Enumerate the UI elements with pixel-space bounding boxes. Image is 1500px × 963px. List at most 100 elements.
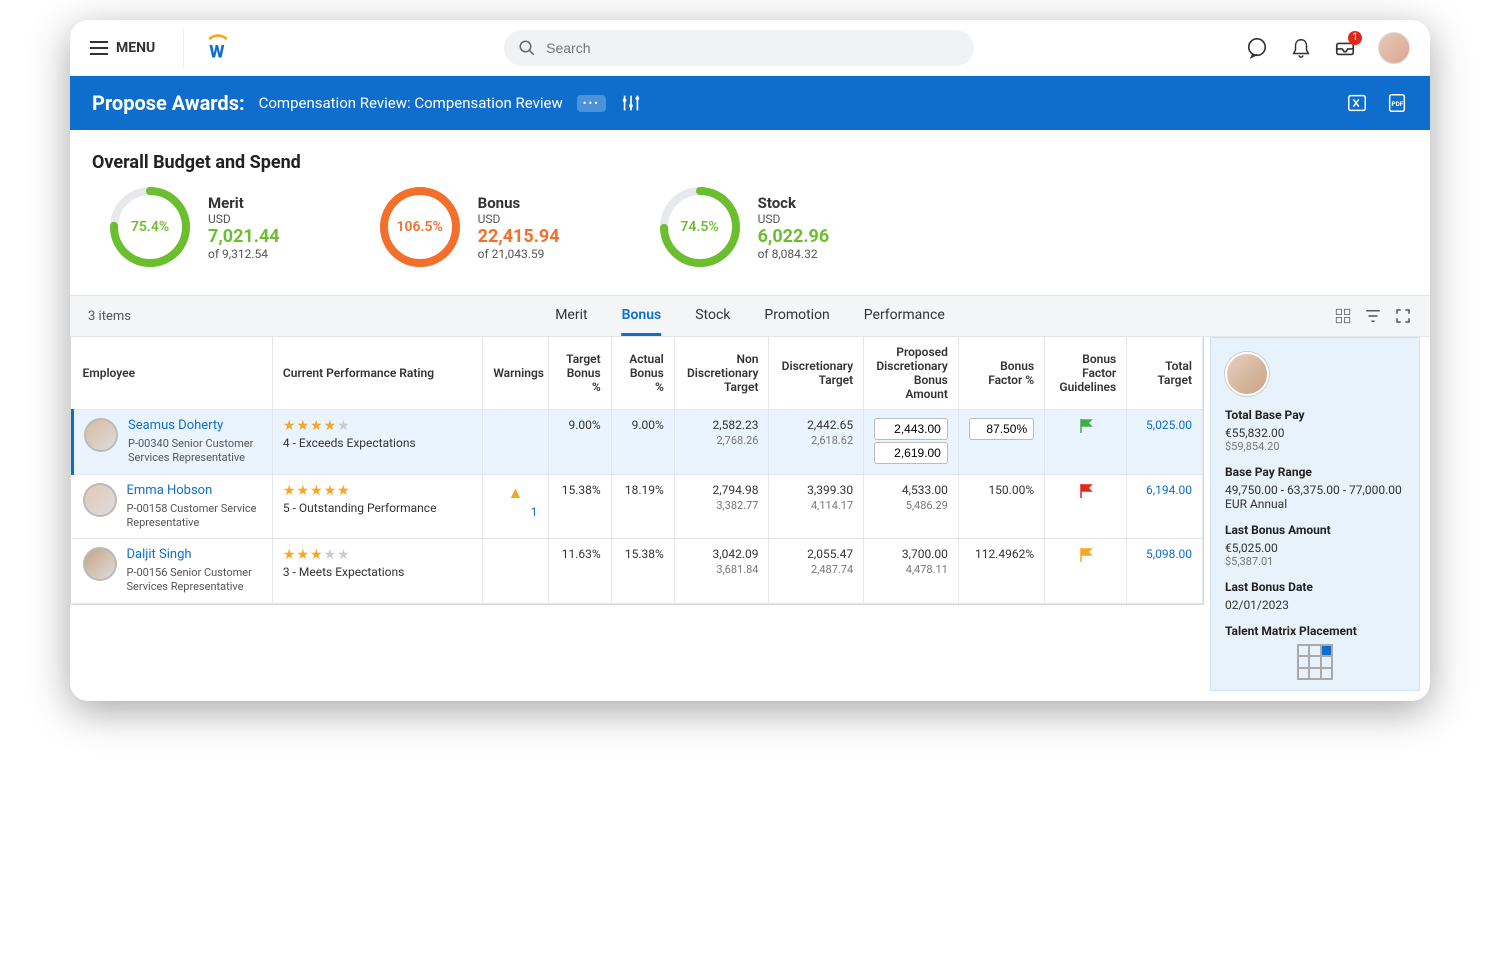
total-target-link[interactable]: 6,194.00 (1146, 483, 1192, 497)
warning-count[interactable]: 1 (493, 505, 537, 519)
proposed-amount[interactable] (864, 410, 959, 475)
rating-text: 4 - Exceeds Expectations (283, 436, 472, 450)
budget-name: Stock (758, 194, 830, 212)
user-avatar[interactable] (1378, 32, 1410, 64)
filter-icon[interactable] (1364, 307, 1382, 325)
grid-view-icon[interactable] (1334, 307, 1352, 325)
tab-merit[interactable]: Merit (555, 297, 587, 336)
talent-matrix (1297, 644, 1333, 680)
search-input[interactable] (546, 40, 960, 56)
actual-bonus-pct: 15.38% (611, 539, 674, 604)
disc-target: 2,442.652,618.62 (769, 410, 864, 475)
tab-promotion[interactable]: Promotion (764, 297, 829, 336)
tab-performance[interactable]: Performance (864, 297, 945, 336)
budget-name: Merit (208, 194, 280, 212)
actual-bonus-pct: 9.00% (611, 410, 674, 475)
col-header: TargetBonus% (548, 337, 611, 410)
employee-avatar (83, 547, 117, 581)
total-base-pay-value: €55,832.00 (1225, 426, 1405, 440)
base-pay-range-value: 49,750.00 - 63,375.00 - 77,000.00 EUR An… (1225, 483, 1405, 511)
col-header: NonDiscretionaryTarget (674, 337, 769, 410)
budget-currency: USD (208, 212, 280, 226)
col-header: ActualBonus% (611, 337, 674, 410)
budget-ring: 75.4% (110, 187, 190, 267)
chat-icon[interactable] (1246, 37, 1268, 59)
matrix-cell (1298, 656, 1309, 667)
budget-of: of 21,043.59 (478, 247, 560, 261)
base-pay-range-label: Base Pay Range (1225, 465, 1405, 479)
rating-stars: ★★★★★ (283, 418, 472, 434)
hamburger-icon (90, 41, 108, 55)
item-count: 3 items (88, 309, 131, 324)
col-header: DiscretionaryTarget (769, 337, 864, 410)
table-row[interactable]: Daljit Singh P-00156 Senior Customer Ser… (73, 539, 1203, 604)
warning-icon: ▲ (508, 483, 524, 502)
employee-table: EmployeeCurrent Performance RatingWarnin… (70, 337, 1204, 605)
table-row[interactable]: Emma Hobson P-00158 Customer Service Rep… (73, 474, 1203, 539)
last-bonus-sub: $5,387.01 (1225, 555, 1405, 568)
total-target-link[interactable]: 5,025.00 (1146, 418, 1192, 432)
col-header: ProposedDiscretionaryBonus Amount (864, 337, 959, 410)
inbox-icon[interactable]: 1 (1334, 37, 1356, 59)
disc-target: 2,055.472,487.74 (769, 539, 864, 604)
budget-pct: 74.5% (660, 187, 740, 267)
budget-stock: 74.5% Stock USD 6,022.96 of 8,084.32 (660, 187, 830, 267)
total-target-link[interactable]: 5,098.00 (1146, 547, 1192, 561)
last-bonus-date-label: Last Bonus Date (1225, 580, 1405, 594)
flag-icon (1055, 418, 1116, 438)
rating-text: 5 - Outstanding Performance (283, 501, 472, 515)
col-header: Total Target (1127, 337, 1203, 410)
employee-name-link[interactable]: Seamus Doherty (128, 418, 262, 433)
total-base-pay-label: Total Base Pay (1225, 408, 1405, 422)
employee-position: P-00340 Senior Customer Services Represe… (128, 437, 262, 466)
budget-currency: USD (758, 212, 830, 226)
nondisc-target: 2,794.983,382.77 (674, 474, 769, 539)
matrix-cell (1298, 668, 1309, 679)
matrix-cell (1309, 668, 1320, 679)
bonus-factor: 112.4962% (958, 539, 1044, 604)
employee-name-link[interactable]: Daljit Singh (127, 547, 262, 562)
employee-name-link[interactable]: Emma Hobson (127, 483, 262, 498)
proposed-input-2[interactable] (874, 442, 948, 464)
employee-detail-panel: Total Base Pay €55,832.00 $59,854.20 Bas… (1210, 337, 1420, 691)
more-pill[interactable]: ••• (577, 95, 606, 112)
menu-label: MENU (116, 40, 155, 56)
col-header: Current Performance Rating (272, 337, 482, 410)
search-box[interactable] (504, 30, 974, 66)
menu-button[interactable]: MENU (90, 40, 155, 56)
target-bonus-pct: 15.38% (548, 474, 611, 539)
section-title: Overall Budget and Spend (70, 130, 1430, 187)
budget-row: 75.4% Merit USD 7,021.44 of 9,312.54 106… (70, 187, 1430, 295)
table-row[interactable]: Seamus Doherty P-00340 Senior Customer S… (73, 410, 1203, 475)
budget-of: of 8,084.32 (758, 247, 830, 261)
target-bonus-pct: 9.00% (548, 410, 611, 475)
proposed-input[interactable] (874, 418, 948, 440)
bonus-factor-input[interactable] (969, 418, 1034, 440)
employee-avatar (83, 483, 117, 517)
last-bonus-value: €5,025.00 (1225, 541, 1405, 555)
fullscreen-icon[interactable] (1394, 307, 1412, 325)
matrix-cell (1321, 645, 1332, 656)
budget-pct: 75.4% (110, 187, 190, 267)
budget-merit: 75.4% Merit USD 7,021.44 of 9,312.54 (110, 187, 280, 267)
bonus-factor[interactable] (958, 410, 1044, 475)
total-base-pay-sub: $59,854.20 (1225, 440, 1405, 453)
proposed-amount: 4,533.005,486.29 (864, 474, 959, 539)
bell-icon[interactable] (1290, 37, 1312, 59)
tab-stock[interactable]: Stock (695, 297, 730, 336)
budget-currency: USD (478, 212, 560, 226)
settings-icon[interactable] (620, 92, 642, 114)
tab-bonus[interactable]: Bonus (622, 297, 662, 336)
last-bonus-label: Last Bonus Amount (1225, 523, 1405, 537)
excel-icon[interactable] (1346, 92, 1368, 114)
proposed-amount: 3,700.004,478.11 (864, 539, 959, 604)
disc-target: 3,399.304,114.17 (769, 474, 864, 539)
pdf-icon[interactable]: PDF (1386, 92, 1408, 114)
budget-ring: 106.5% (380, 187, 460, 267)
employee-position: P-00158 Customer Service Representative (127, 502, 262, 531)
logo[interactable]: W (204, 34, 232, 62)
col-header: Bonus Factor % (958, 337, 1044, 410)
rating-stars: ★★★★★ (283, 547, 472, 563)
search-icon (518, 39, 536, 57)
tabstrip: 3 items Merit Bonus Stock Promotion Performa… (70, 295, 1430, 337)
